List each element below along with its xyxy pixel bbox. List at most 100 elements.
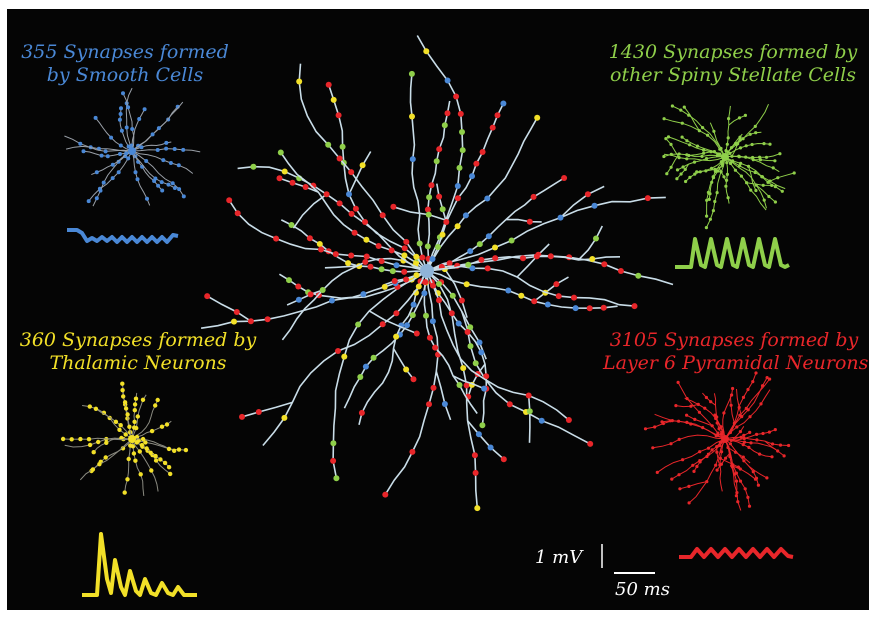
synapse-dot [127,424,132,429]
synapse-dot [738,479,743,483]
synapse-dot [683,167,687,171]
dendrite-branch [466,420,505,460]
synapse-dot [780,189,784,193]
dendrite-branch [286,289,323,306]
dendrite-branch [426,117,538,272]
synapse-dot [126,456,131,462]
synapse-dot [685,157,689,161]
synapse-dot [668,419,672,423]
synapse-dot [670,104,675,108]
synapse-dot [748,415,752,419]
synapse-dot [716,431,720,435]
synapse-dot [746,408,750,412]
synapse-dot [753,477,758,481]
dendrite-branch [724,156,767,209]
synapse-dot [434,244,441,250]
synapse-dot [446,260,453,267]
synapse-dot [145,196,149,201]
synapse-dot [133,396,139,401]
synapse-dot [436,281,442,287]
synapse-dot [484,265,491,272]
synapse-dot [177,187,182,192]
synapse-dot [685,420,689,424]
synapse-dot [601,261,608,268]
synapse-dot [729,403,733,407]
scale-bar-voltage-label: 1 mV [535,547,583,568]
smooth-cell-neuron [64,87,201,207]
synapse-dot [762,142,766,146]
dendrite-branch [324,265,360,269]
synapse-dot [403,238,410,245]
dendrite-branch [206,295,252,322]
synapse-dot [692,469,696,473]
synapse-dot [635,272,642,279]
synapse-dot [436,297,442,304]
synapse-dot [362,363,369,370]
synapse-dot [441,401,448,407]
central-spiny-stellate-neuron [200,35,674,512]
synapse-dot [172,186,177,190]
synapse-dot [489,124,496,131]
synapse-dot [456,164,463,171]
synapse-dot [153,403,158,408]
dendrite-branch [724,438,742,511]
synapse-dot [401,245,408,252]
synapse-dot [747,445,751,449]
synapse-dot [681,165,685,169]
synapse-dot [378,266,385,273]
label-layer6-line2: Layer 6 Pyramidal Neurons [603,352,869,374]
dendrite-branch [281,257,428,341]
synapse-dot [119,435,124,441]
label-smooth-line1: 355 Synapses formed [21,41,229,63]
synapse-dot [669,152,673,156]
label-spiny-line1: 1430 Synapses formed by [608,41,858,63]
dendrite-branch [688,438,726,504]
synapse-dot [730,154,734,158]
dendrite-branch [124,438,133,493]
synapse-dot [481,385,488,392]
synapse-dot [132,408,137,413]
dendrite-branch [716,446,720,464]
synapse-dot [675,177,679,181]
synapse-dot [134,434,140,440]
synapse-dot [131,451,137,456]
synapse-dot [404,322,410,329]
dendrite-branch [63,437,133,441]
synapse-dot [329,297,335,304]
synapse-dot [432,344,439,351]
synapse-dot [725,172,730,176]
synapse-dot [140,397,146,402]
synapse-dot [456,382,463,388]
synapse-dot [166,182,171,187]
synapse-dot [318,246,324,253]
synapse-dot [710,166,714,170]
synapse-dot [98,188,103,193]
synapse-dot [681,458,685,462]
synapse-dot [454,183,461,189]
synapse-dot [487,444,494,451]
synapse-dot [655,470,659,474]
dendrite-branch [709,122,722,149]
synapse-dot [745,181,749,185]
label-thalamic-neurons: 360 Synapses formed by Thalamic Neurons [7,329,269,375]
synapse-dot [547,253,554,260]
synapse-dot [738,146,743,150]
synapse-dot [443,219,450,225]
dendrite-branch [724,438,759,486]
dendrite-branch [348,151,372,195]
synapse-dot [117,427,122,432]
synapse-dot [678,487,682,491]
figure-canvas: 355 Synapses formed by Smooth Cells 1430… [7,9,869,610]
synapse-dot [693,172,697,176]
synapse-dot [725,142,729,146]
synapse-dot [463,281,470,288]
dendrite-branch [676,163,690,180]
synapse-dot [778,443,783,447]
synapse-dot [758,155,762,159]
synapse-dot [472,469,479,476]
synapse-dot [316,241,323,247]
synapse-dot [739,161,743,165]
synapse-dot [469,173,475,180]
dendrite-branch [292,193,328,229]
synapse-dot [565,417,572,423]
